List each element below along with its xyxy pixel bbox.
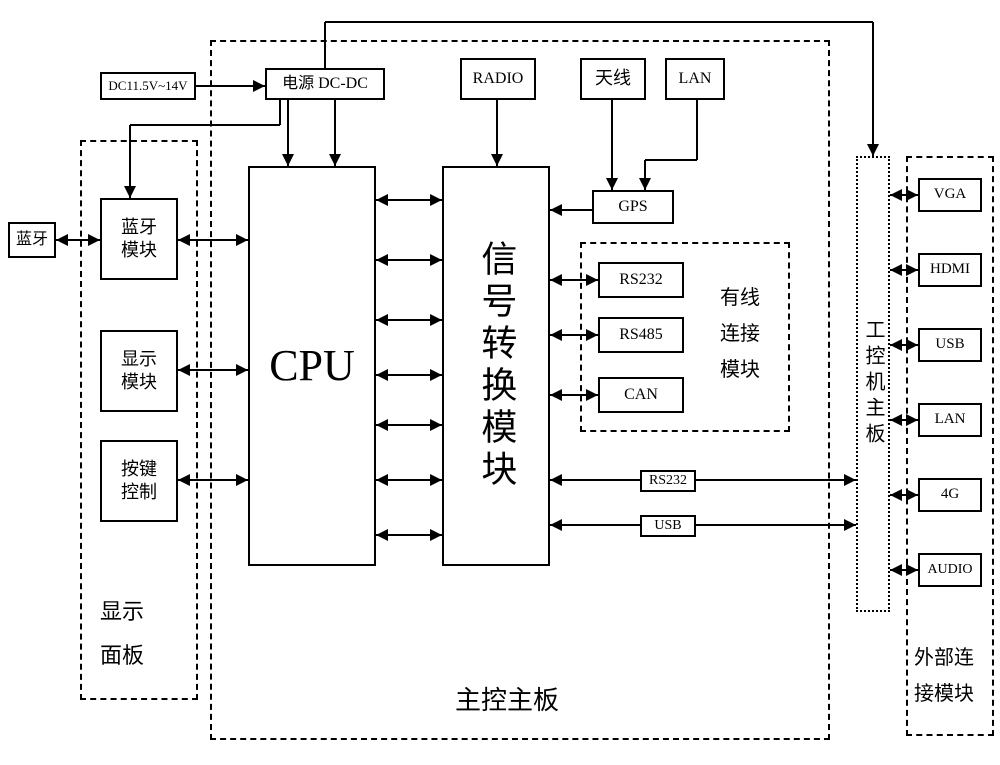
can-box: CAN bbox=[598, 377, 684, 413]
gps-box: GPS bbox=[592, 190, 674, 224]
lan-ext-box: LAN bbox=[918, 403, 982, 437]
radio-box: RADIO bbox=[460, 58, 536, 100]
usb-line-label: USB bbox=[640, 515, 696, 537]
external-label: 外部连 接模块 bbox=[914, 640, 974, 712]
main-board-title: 主控主板 bbox=[455, 680, 559, 717]
key-control: 按键 控制 bbox=[100, 440, 178, 522]
display-panel-label: 显示 面板 bbox=[100, 590, 144, 678]
rs232-line-label: RS232 bbox=[640, 470, 696, 492]
wired-label: 有线 连接 模块 bbox=[720, 280, 760, 388]
bluetooth-external: 蓝牙 bbox=[8, 222, 56, 258]
ipc-label: 工控机主板 bbox=[860, 319, 886, 449]
audio-box: AUDIO bbox=[918, 553, 982, 587]
hdmi-box: HDMI bbox=[918, 253, 982, 287]
ipc-board: 工控机主板 bbox=[856, 156, 890, 612]
fourg-box: 4G bbox=[918, 478, 982, 512]
display-module: 显示 模块 bbox=[100, 330, 178, 412]
vga-box: VGA bbox=[918, 178, 982, 212]
dc-label: DC11.5V~14V bbox=[100, 72, 196, 100]
cpu-block: CPU bbox=[248, 166, 376, 566]
lan-box: LAN bbox=[665, 58, 725, 100]
bluetooth-module: 蓝牙 模块 bbox=[100, 198, 178, 280]
usb-box: USB bbox=[918, 328, 982, 362]
power-dcdc: 电源 DC-DC bbox=[265, 68, 385, 100]
antenna-box: 天线 bbox=[580, 58, 646, 100]
rs232-box: RS232 bbox=[598, 262, 684, 298]
signal-conversion: 信号转换模块 bbox=[442, 166, 550, 566]
signal-conversion-label: 信号转换模块 bbox=[473, 240, 520, 492]
rs485-box: RS485 bbox=[598, 317, 684, 353]
